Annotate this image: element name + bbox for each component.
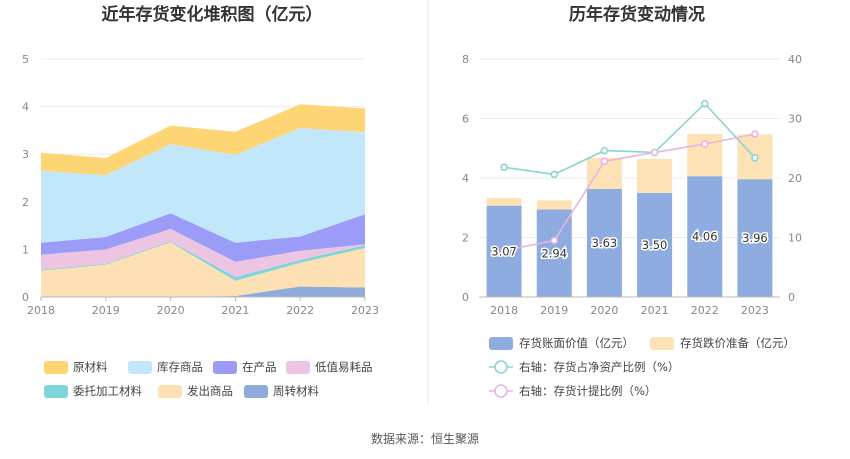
c2-right-tick-label: 20 [788, 172, 802, 185]
c2-xtick-label: 2020 [590, 304, 618, 317]
c1-ytick-label: 3 [22, 148, 29, 161]
c1-legend-swatch [213, 361, 237, 374]
c1-legend-swatch [286, 361, 310, 374]
c1-xtick-label: 2018 [27, 304, 55, 317]
c2-right-tick-label: 30 [788, 113, 802, 126]
c2-line-point [601, 148, 607, 154]
c1-legend-label: 在产品 [242, 360, 277, 374]
c2-line-point [702, 141, 708, 147]
c2-legend-line-marker [495, 385, 507, 397]
c2-legend-line-marker [495, 361, 507, 373]
c2-line-point [601, 158, 607, 164]
c2-right-tick-label: 40 [788, 53, 802, 66]
c1-ytick-label: 5 [22, 53, 29, 66]
c2-legend-swatch-book [489, 337, 513, 350]
c1-legend-swatch [244, 385, 268, 398]
c1-legend-label: 委托加工材料 [73, 384, 142, 398]
c2-xtick-label: 2018 [490, 304, 518, 317]
c2-line-point [652, 149, 658, 155]
c2-bar-value-label: 3.50 [642, 238, 668, 252]
c1-legend-swatch [158, 385, 182, 398]
c1-legend-label: 原材料 [73, 360, 108, 374]
c1-legend-swatch [44, 385, 68, 398]
c2-legend-label: 右轴：存货占净资产比例（%） [519, 360, 679, 374]
c1-ytick-label: 1 [22, 243, 29, 256]
c2-line-point [551, 237, 557, 243]
c2-left-tick-label: 4 [462, 172, 469, 185]
c1-xtick-label: 2022 [286, 304, 314, 317]
c2-right-tick-label: 10 [788, 232, 802, 245]
c2-legend-label: 右轴：存货计提比例（%） [519, 384, 656, 398]
c1-xtick-label: 2019 [92, 304, 120, 317]
c2-bar-value-label: 3.96 [742, 231, 768, 245]
c1-xtick-label: 2021 [221, 304, 249, 317]
c2-bar-impairment [637, 159, 672, 193]
c2-left-tick-label: 8 [462, 53, 469, 66]
c2-xtick-label: 2023 [741, 304, 769, 317]
inventory-stacked-area-chart: 近年存货变化堆积图（亿元） 0 1 2 3 4 5 2018 2019 2020 2021 202… [22, 4, 379, 398]
chart2-title: 历年存货变动情况 [569, 4, 705, 25]
c1-ytick-label: 2 [22, 196, 29, 209]
c1-ytick-label: 4 [22, 101, 29, 114]
c2-left-tick-label: 0 [462, 291, 469, 304]
inventory-change-combo-chart: 历年存货变动情况 3.07 2.943.63 3.504.06 3.96 02468 … [462, 4, 802, 398]
c2-left-tick-label: 6 [462, 113, 469, 126]
c2-line-point [702, 101, 708, 107]
c1-legend-swatch [44, 361, 68, 374]
c2-bar-value-label: 3.07 [491, 244, 517, 258]
c1-legend-label: 周转材料 [273, 384, 319, 398]
c2-line-point [752, 131, 758, 137]
c1-legend-label: 低值易耗品 [315, 360, 373, 374]
c2-line-point [551, 171, 557, 177]
c2-legend-swatch-impairment [650, 337, 674, 350]
c2-legend-label: 存货账面价值（亿元） [519, 336, 634, 350]
c1-legend-swatch [128, 361, 152, 374]
c2-line-point [752, 155, 758, 161]
c2-line-point [501, 164, 507, 170]
c1-ytick-label: 0 [22, 291, 29, 304]
c2-left-tick-label: 2 [462, 232, 469, 245]
c2-bar-value-label: 2.94 [541, 246, 567, 260]
c1-xtick-label: 2020 [157, 304, 185, 317]
c1-xtick-label: 2023 [351, 304, 379, 317]
c2-bar-impairment [537, 200, 572, 209]
c1-legend-label: 库存商品 [157, 360, 203, 374]
data-source-note: 数据来源：恒生聚源 [371, 431, 479, 446]
c2-legend-label: 存货跌价准备（亿元） [680, 336, 795, 350]
c2-xtick-label: 2021 [641, 304, 669, 317]
c2-xtick-label: 2022 [691, 304, 719, 317]
c2-bar-impairment [487, 198, 522, 206]
c2-right-tick-label: 0 [788, 291, 795, 304]
c2-bar-value-label: 4.06 [692, 230, 718, 244]
c2-xtick-label: 2019 [540, 304, 568, 317]
c1-legend-label: 发出商品 [187, 384, 233, 398]
chart1-title: 近年存货变化堆积图（亿元） [102, 4, 323, 25]
chart-canvas: 近年存货变化堆积图（亿元） 012345 2018 2019 2020 2021 202… [0, 0, 850, 459]
c2-bar-value-label: 3.63 [592, 236, 618, 250]
